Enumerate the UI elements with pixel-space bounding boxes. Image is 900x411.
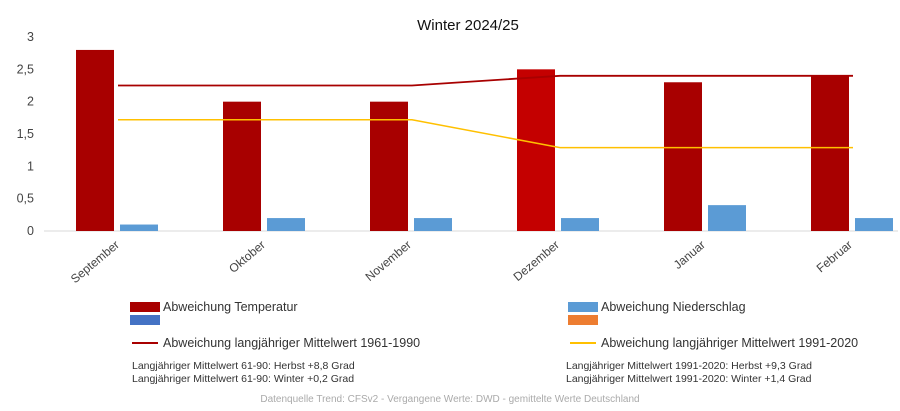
y-tick-label: 3 (27, 30, 34, 44)
bar-temperature (223, 101, 261, 232)
note-right-winter: Langjähriger Mittelwert 1991-2020: Winte… (566, 373, 812, 385)
note-left: Langjähriger Mittelwert 61-90: Herbst +8… (132, 360, 355, 386)
x-tick-label: Oktober (226, 238, 268, 276)
legend-item-precipitation: Abweichung Niederschlag (568, 300, 746, 314)
bar-precipitation (708, 205, 746, 231)
note-left-autumn: Langjähriger Mittelwert 61-90: Herbst +8… (132, 360, 355, 372)
lines-group (118, 74, 853, 149)
legend-item-mean-9120: Abweichung langjähriger Mittelwert 1991-… (570, 336, 858, 350)
bar-precipitation (267, 218, 305, 231)
legend-label-mean-9120: Abweichung langjähriger Mittelwert 1991-… (601, 336, 859, 350)
legend-label-temperature: Abweichung Temperatur (163, 300, 298, 314)
x-tick-label: Dezember (511, 238, 562, 284)
note-right: Langjähriger Mittelwert 1991-2020: Herbs… (566, 360, 812, 386)
x-tick-label: Januar (671, 238, 708, 272)
y-tick-label: 1 (27, 159, 34, 173)
bar-temperature (517, 69, 555, 231)
legend-item-mean-6190: Abweichung langjähriger Mittelwert 1961-… (132, 336, 420, 350)
legend-item-extra-blue (130, 315, 163, 325)
legend-label-precipitation: Abweichung Niederschlag (601, 300, 746, 314)
x-tick-label: November (363, 238, 414, 284)
note-right-autumn: Langjähriger Mittelwert 1991-2020: Herbs… (566, 360, 813, 372)
legend-swatch-mean-6190 (132, 342, 158, 344)
bar-temperature (811, 75, 849, 231)
bar-temperature (664, 82, 702, 232)
x-tick-label: September (68, 238, 122, 286)
legend-item-extra-orange (568, 315, 601, 325)
bar-temperature (76, 49, 114, 231)
data-source: Datenquelle Trend: CFSv2 - Vergangene We… (260, 394, 640, 405)
legend-swatch-extra-blue (130, 315, 160, 325)
y-axis: 0 0,5 1 1,5 2 2,5 3 (17, 30, 34, 238)
chart-area: Winter 2024/25 0 0,5 1 1,5 2 2,5 3 September Ok… (17, 17, 898, 286)
note-left-winter: Langjähriger Mittelwert 61-90: Winter +0… (132, 373, 355, 385)
bar-precipitation (561, 218, 599, 231)
bar-precipitation (120, 224, 158, 231)
y-tick-label: 2 (27, 95, 34, 109)
y-tick-label: 0 (27, 224, 34, 238)
chart-title: Winter 2024/25 (417, 17, 519, 34)
x-axis: September Oktober November Dezember Januar Fe… (68, 238, 855, 286)
bars-group (76, 49, 893, 232)
x-tick-label: Februar (814, 238, 855, 276)
bar-precipitation (414, 218, 452, 231)
legend-swatch-precipitation (568, 302, 598, 312)
line-mean-1991-2020 (118, 119, 853, 149)
bar-precipitation (855, 218, 893, 231)
line-mean-1961-1990 (118, 74, 853, 87)
legend-label-mean-6190: Abweichung langjähriger Mittelwert 1961-… (163, 336, 421, 350)
bar-temperature (370, 101, 408, 232)
legend-swatch-mean-9120 (570, 342, 596, 344)
y-tick-label: 1,5 (17, 127, 34, 141)
y-tick-label: 2,5 (17, 62, 34, 76)
legend-swatch-extra-orange (568, 315, 598, 325)
legend-item-temperature: Abweichung Temperatur (130, 300, 298, 314)
y-tick-label: 0,5 (17, 192, 34, 206)
legend-swatch-temperature (130, 302, 160, 312)
